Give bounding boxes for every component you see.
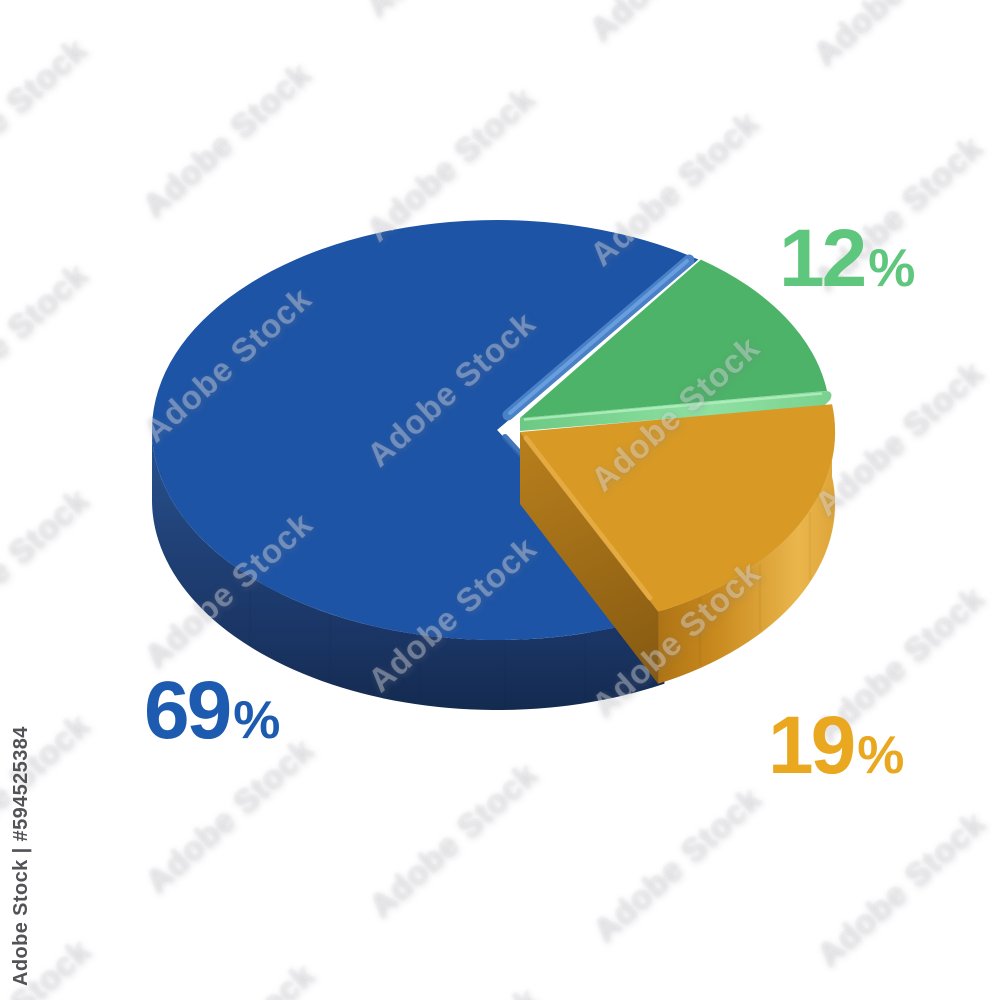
label-blue-percent: 69% [144, 670, 280, 752]
yellow-slice-top [520, 404, 836, 612]
green-edge-highlight [523, 392, 823, 421]
yellow-slice-cut-face [520, 432, 659, 684]
blue-slice-rim [152, 430, 665, 711]
label-green-value: 12 [779, 213, 867, 304]
label-yellow-percent: 19% [768, 705, 904, 787]
green-slice-top [520, 259, 827, 418]
yellow-left-edge-ridge [523, 435, 653, 601]
slice-yellow [520, 404, 836, 684]
blue-rim-facet-lines [248, 578, 587, 707]
label-yellow-value: 19 [768, 700, 856, 791]
green-side-bevel [520, 391, 832, 431]
stock-credit-text: Adobe Stock | #594525384 [10, 726, 32, 986]
slice-green [520, 259, 832, 431]
label-blue-unit: % [233, 691, 281, 750]
label-green-percent: 12% [779, 218, 915, 300]
yellow-rim-facet-lines [698, 512, 812, 666]
blue-bevel-highlight-core [508, 259, 689, 415]
label-yellow-unit: % [857, 726, 905, 785]
yellow-slice-rim [658, 404, 836, 684]
label-green-unit: % [868, 239, 916, 298]
label-blue-value: 69 [144, 665, 232, 756]
